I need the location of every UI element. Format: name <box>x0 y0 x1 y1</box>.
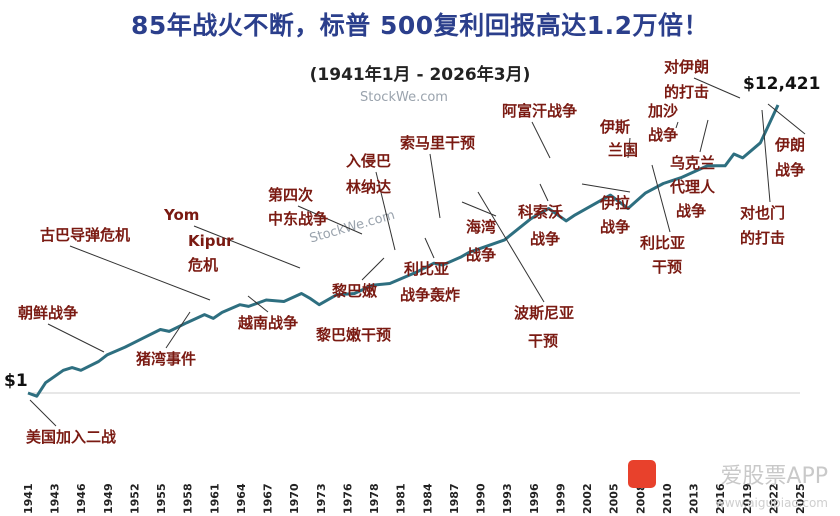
x-tick-label: 2008 <box>634 483 647 514</box>
annotation-leader-line <box>375 171 396 251</box>
annotation-leader-line <box>361 257 385 281</box>
x-tick-label: 1981 <box>395 483 408 514</box>
annotation-label: 伊朗战争 <box>774 136 805 179</box>
annotation-label: 对也门的打击 <box>740 204 785 247</box>
x-tick-label: 1984 <box>421 483 434 514</box>
x-tick-label: 1943 <box>49 483 62 514</box>
annotation-label: 伊斯兰国 <box>599 118 638 159</box>
leader-lines <box>29 77 806 427</box>
app-url: www.aigupiao.com <box>715 496 828 510</box>
x-tick-label: 1964 <box>235 483 248 514</box>
annotation-leader-line <box>247 295 269 313</box>
x-tick-label: 2005 <box>608 483 621 514</box>
x-tick-label: 2025 <box>794 483 807 514</box>
annotation-leader-line <box>627 137 631 159</box>
x-tick-label: 1958 <box>182 483 195 514</box>
start-value-label: $1 <box>4 371 28 391</box>
annotation-leader-line <box>429 153 441 219</box>
annotation-label: 加沙战争 <box>647 102 678 144</box>
annotation-leader-line <box>531 121 551 159</box>
annotation-leader-line <box>581 183 631 193</box>
chart-title: 85年战火不断，标普 500复利回报高达1.2万倍！ <box>131 11 709 40</box>
annotation-label: 海湾战争 <box>466 218 496 264</box>
annotation-label: 科索沃战争 <box>518 203 563 248</box>
x-tick-label: 1946 <box>75 483 88 514</box>
annotation-leader-line <box>693 77 741 99</box>
end-value-label: $12,421 <box>743 74 820 94</box>
x-tick-label: 1961 <box>208 483 221 514</box>
annotation-label: 黎巴嫩黎巴嫩干预 <box>316 282 391 344</box>
chart-subtitle: (1941年1月 - 2026年3月) <box>309 65 531 85</box>
x-tick-label: 1973 <box>315 483 328 514</box>
x-tick-label: 1999 <box>554 483 567 514</box>
annotation-label: 入侵巴林纳达 <box>346 152 391 196</box>
annotation-label: 乌克兰代理人战争 <box>669 154 716 220</box>
annotation-leader-line <box>193 225 301 269</box>
x-tick-label: 2002 <box>581 483 594 514</box>
annotation-leader-line <box>699 119 709 153</box>
annotation-label: 对伊朗的打击 <box>664 58 709 101</box>
x-tick-label: 1949 <box>102 483 115 514</box>
annotation-leader-line <box>165 311 191 349</box>
annotation-leader-line <box>675 121 679 129</box>
annotation-leader-line <box>767 103 806 135</box>
x-tick-label: 1987 <box>448 483 461 514</box>
annotation-label: 猪湾事件 <box>135 350 196 368</box>
x-tick-label: 2019 <box>741 483 754 514</box>
x-tick-label: 1970 <box>288 483 301 514</box>
x-tick-label: 2010 <box>661 483 674 514</box>
annotation-leader-line <box>539 183 549 202</box>
x-tick-label: 1976 <box>341 483 354 514</box>
annotation-label: 朝鲜战争 <box>18 304 78 322</box>
annotation-label: 索马里干预 <box>400 134 475 152</box>
app-logo-icon <box>628 460 656 488</box>
app-name: 爱股票APP <box>720 464 828 489</box>
annotation-leader-line <box>651 164 671 233</box>
annotation-label: 美国加入二战 <box>26 428 116 446</box>
annotation-leader-line <box>761 109 771 203</box>
x-tick-label: 1990 <box>475 483 488 514</box>
x-tick-label: 1978 <box>368 483 381 514</box>
annotation-label: 波斯尼亚干预 <box>514 304 574 350</box>
series-line <box>27 104 780 398</box>
annotation-leader-line <box>47 323 105 353</box>
annotation-label: 伊拉战争 <box>599 194 630 236</box>
x-tick-label: 1952 <box>129 483 142 514</box>
series-layer <box>27 104 780 398</box>
annotation-label: 利比亚干预 <box>640 234 685 276</box>
annotation-label: Yom Kipur 危机 <box>163 206 234 274</box>
annotation-label: 第四次中东战争 <box>268 186 328 228</box>
x-tick-label: 1955 <box>155 483 168 514</box>
x-tick-label: 2022 <box>767 483 780 514</box>
annotation-leader-line <box>69 245 211 301</box>
x-tick-label: 2013 <box>688 483 701 514</box>
annotation-leader-line <box>29 399 57 427</box>
x-tick-label: 1941 <box>22 483 35 514</box>
x-tick-label: 1967 <box>262 483 275 514</box>
annotation-label: 越南战争 <box>237 314 298 332</box>
watermark: StockWe.com <box>360 90 448 105</box>
annotation-leader-line <box>477 191 545 303</box>
annotation-leader-line <box>461 201 497 217</box>
x-tick-label: 1993 <box>501 483 514 514</box>
annotation-leader-line <box>297 205 363 235</box>
annotation-leader-line <box>424 237 435 259</box>
x-tick-label: 1996 <box>528 483 541 514</box>
annotation-label: 古巴导弹危机 <box>40 226 130 244</box>
annotation-label: 阿富汗战争 <box>502 102 577 120</box>
x-tick-label: 2016 <box>714 483 727 514</box>
x-axis-ticks: 1941 1943 1946 1949 1952 1955 1958 1961 1964 1967… <box>22 483 807 514</box>
annotation-label: 利比亚战争轰炸 <box>400 260 460 304</box>
